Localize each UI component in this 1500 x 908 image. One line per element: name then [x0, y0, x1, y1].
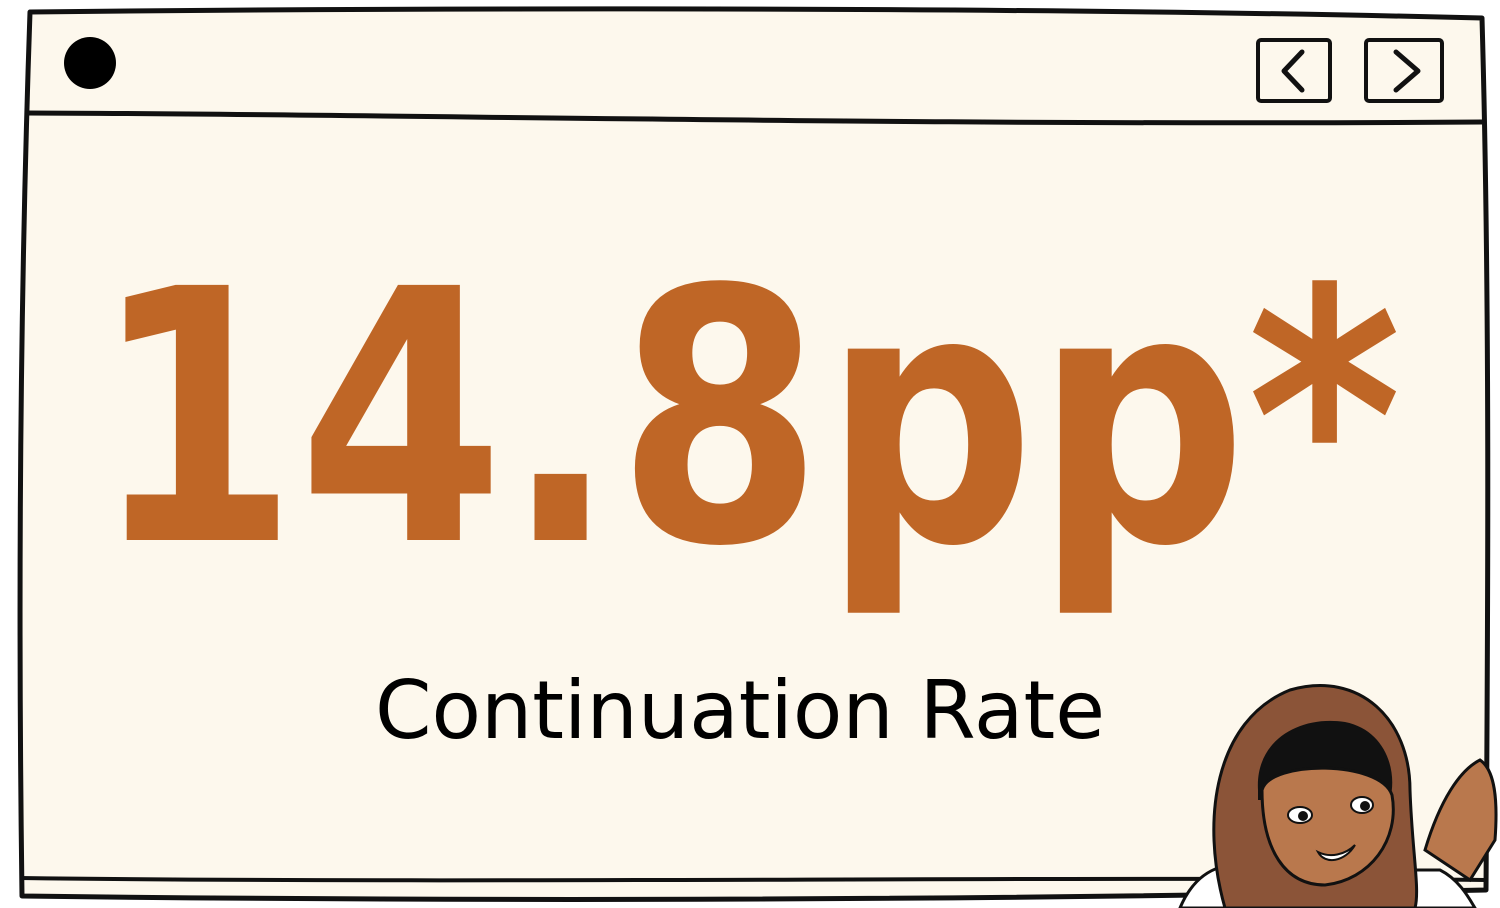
window-dot	[64, 37, 116, 89]
stat-label: Continuation Rate	[375, 664, 1105, 757]
window-graphic: 14.8pp* Continuation Rate	[0, 0, 1500, 908]
page: 14.8pp* Continuation Rate (() => { const…	[0, 0, 1500, 908]
stat-value: 14.8pp*	[92, 215, 1402, 623]
